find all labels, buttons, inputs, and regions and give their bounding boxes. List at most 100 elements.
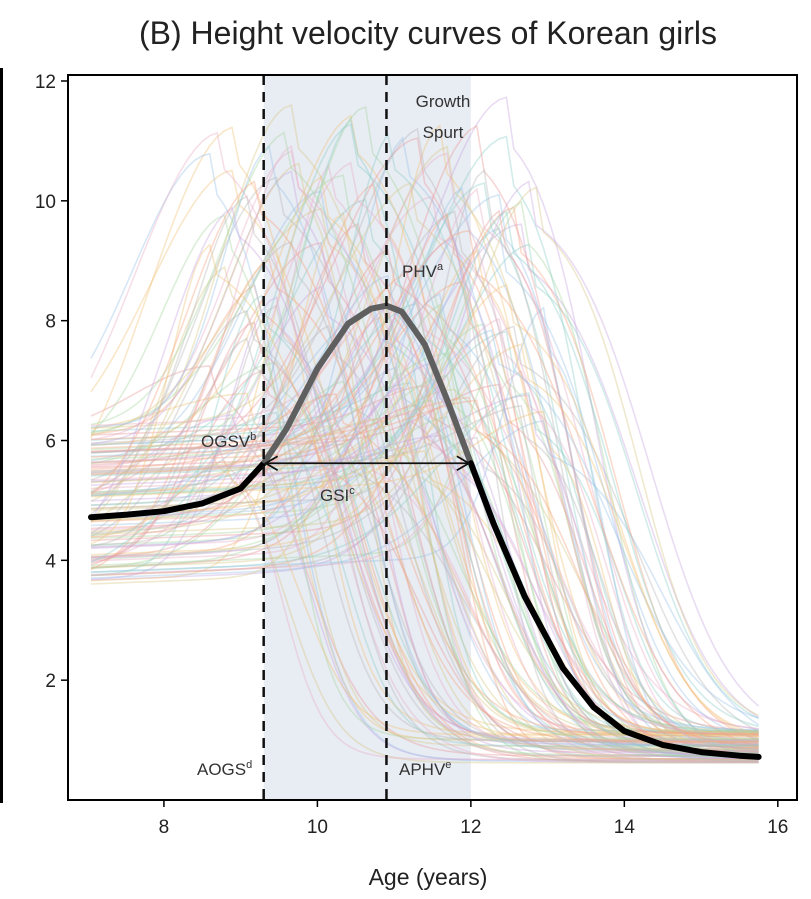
individual-curve [90, 258, 759, 737]
individual-curve [90, 404, 759, 735]
x-tick-label: 8 [159, 817, 170, 838]
chart-title: (B) Height velocity curves of Korean gir… [139, 15, 717, 51]
individual-curve [90, 223, 760, 718]
individual-curve [90, 443, 759, 764]
individual-curve [90, 365, 759, 757]
individual-curve [90, 161, 759, 763]
y-tick-label: 4 [45, 551, 56, 572]
individual-curves [90, 96, 760, 764]
individual-curve [90, 145, 759, 757]
individual-curve [90, 321, 759, 763]
ogsv-label: OGSVb [201, 431, 256, 451]
individual-curve [90, 284, 759, 760]
individual-curve [90, 136, 759, 736]
plot-frame [67, 74, 798, 801]
individual-curve [90, 152, 759, 763]
y-tick-label: 8 [45, 312, 56, 333]
individual-curve [90, 382, 759, 759]
y-axis-ticks: 2 4 6 8 10 12 [35, 72, 68, 692]
individual-curve [90, 186, 759, 717]
individual-curve [90, 393, 759, 748]
individual-curve [90, 241, 759, 756]
individual-curve [90, 440, 759, 752]
individual-curve [90, 210, 759, 728]
individual-curve [90, 198, 759, 747]
individual-curve [90, 162, 759, 753]
individual-curve [90, 411, 759, 747]
individual-curve [90, 169, 759, 734]
individual-curve [90, 186, 759, 762]
individual-curve [90, 420, 760, 726]
individual-curve [90, 305, 759, 757]
individual-curve [90, 370, 759, 757]
individual-curve [90, 392, 759, 758]
individual-curve [90, 127, 759, 758]
individual-curve [90, 349, 759, 734]
individual-curve [90, 144, 759, 746]
individual-curve [90, 294, 759, 752]
y-tick-label: 2 [45, 671, 56, 692]
left-panel-frame-edge [0, 68, 3, 803]
individual-curve [90, 302, 759, 763]
individual-curve [90, 323, 759, 741]
growth-spurt-band [263, 75, 471, 800]
growth-spurt-shading [263, 75, 471, 800]
reference-lines [262, 75, 471, 800]
individual-curve [90, 265, 759, 747]
individual-curve [90, 126, 759, 735]
individual-curve [90, 243, 759, 720]
individual-curve [90, 324, 759, 764]
individual-curve [90, 176, 759, 761]
individual-curve [90, 209, 759, 749]
gsi-arrow-right-head [456, 455, 471, 472]
individual-curve [90, 343, 759, 735]
x-tick-label: 14 [614, 817, 636, 838]
individual-curve [90, 450, 759, 758]
gsi-arrow-left-head [263, 455, 279, 472]
individual-curve [90, 419, 759, 761]
individual-curve [90, 329, 759, 719]
individual-curve [90, 296, 759, 742]
individual-curve [90, 152, 759, 742]
individual-curve [90, 317, 759, 753]
x-axis-label: Age (years) [369, 864, 488, 890]
individual-curve [90, 182, 759, 733]
individual-curve [90, 304, 759, 750]
individual-curve [90, 104, 759, 750]
individual-curve [90, 174, 759, 764]
growth-spurt-label-line1: Growth [416, 92, 471, 111]
individual-curve [90, 182, 759, 732]
individual-curve [90, 222, 759, 747]
individual-curve [90, 399, 759, 747]
individual-curve [90, 117, 759, 732]
individual-curve [90, 306, 759, 753]
individual-curve [90, 309, 759, 758]
individual-curve [90, 210, 759, 756]
individual-curve [90, 396, 759, 754]
individual-curve [90, 385, 759, 732]
individual-curve [90, 316, 759, 755]
individual-curve [90, 325, 759, 732]
individual-curve [90, 292, 759, 731]
individual-curve [90, 195, 759, 730]
individual-curve [90, 195, 759, 761]
individual-curve [90, 114, 759, 738]
individual-curve [90, 283, 759, 739]
aphv-label: APHVe [399, 759, 451, 779]
x-tick-label: 12 [460, 817, 481, 838]
individual-curve [90, 307, 759, 743]
y-tick-label: 10 [35, 192, 56, 213]
x-axis-ticks: 8 10 12 14 16 [159, 800, 788, 838]
x-tick-label: 10 [307, 817, 328, 838]
individual-curve [90, 131, 759, 764]
individual-curve [90, 190, 759, 746]
aogs-label: AOGSd [197, 759, 252, 779]
individual-curve [90, 284, 759, 760]
individual-curve [90, 441, 759, 761]
individual-curve [90, 366, 759, 757]
individual-curve [90, 388, 759, 749]
individual-curve [90, 135, 759, 733]
individual-curve [90, 383, 759, 745]
individual-curve [90, 380, 759, 734]
